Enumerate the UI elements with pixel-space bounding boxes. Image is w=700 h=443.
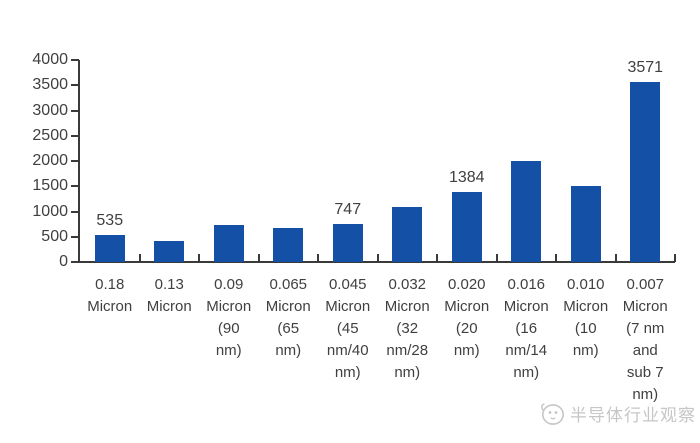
- x-category-label-line: Micron: [622, 298, 668, 315]
- x-category-label-line: 0.020: [447, 276, 486, 293]
- y-tick: [71, 59, 79, 61]
- x-category-label-line: Micron: [503, 298, 549, 315]
- bar-value-label: 1384: [448, 169, 485, 187]
- x-category-label: 0.13 Micron: [138, 274, 202, 318]
- y-tick-label: 1500: [32, 177, 68, 195]
- x-category-label-line: (32: [396, 320, 419, 337]
- x-category-label-line: nm/40: [326, 342, 369, 359]
- y-tick-label: 500: [41, 227, 68, 245]
- y-tick-label: 3000: [32, 101, 68, 119]
- y-tick: [71, 261, 79, 263]
- x-category-label-line: Micron: [325, 298, 371, 315]
- y-tick: [71, 134, 79, 137]
- x-category-label: 0.007 Micron (7 nm and sub 7 nm): [614, 274, 678, 406]
- x-boundary-tick: [495, 254, 498, 262]
- y-tick: [71, 109, 79, 112]
- y-axis-line: [78, 60, 80, 263]
- x-category-label-line: nm): [572, 342, 599, 359]
- x-category-label-line: nm/28: [386, 342, 429, 359]
- x-axis-line: [78, 261, 675, 263]
- bar: [213, 225, 244, 262]
- watermark: 半导体行业观察: [538, 401, 696, 426]
- y-tick-label: 3500: [32, 76, 68, 94]
- y-tick: [71, 235, 79, 238]
- x-category-label-line: (7 nm: [626, 320, 665, 337]
- bar: [392, 206, 423, 262]
- x-category-label-line: Micron: [384, 298, 430, 315]
- x-category-label-line: Micron: [146, 298, 192, 315]
- x-category-label: 0.045 Micron (45 nm/40 nm): [316, 274, 380, 384]
- x-category-label-line: (20: [455, 320, 478, 337]
- x-category-label-line: Micron: [265, 298, 311, 315]
- panda-mascot-logo-icon: [541, 403, 564, 425]
- x-boundary-tick: [257, 254, 260, 262]
- x-category-label-line: sub 7: [626, 364, 664, 381]
- x-category-label-line: Micron: [563, 298, 609, 315]
- bar: [570, 186, 601, 262]
- x-category-label-line: (45: [336, 320, 359, 337]
- x-category-label: 0.020 Micron (20 nm): [435, 274, 499, 362]
- x-category-label-line: nm): [453, 342, 480, 359]
- x-category-label: 0.065 Micron (65 nm): [257, 274, 321, 362]
- bar-value-label: 747: [334, 201, 362, 219]
- x-category-label-line: nm): [334, 364, 361, 381]
- x-category-label-line: 0.016: [507, 276, 546, 293]
- y-tick: [71, 210, 79, 213]
- x-boundary-tick: [555, 254, 557, 262]
- x-category-label-line: Micron: [206, 298, 252, 315]
- x-category-label-line: Micron: [87, 298, 133, 315]
- x-category-label: 0.016 Micron (16 nm/14 nm): [495, 274, 559, 384]
- x-category-label: 0.09 Micron (90 nm): [197, 274, 261, 362]
- x-boundary-tick: [614, 254, 617, 262]
- x-boundary-tick: [317, 254, 319, 262]
- x-category-label-line: and: [632, 342, 658, 359]
- bar-value-label: 3571: [627, 58, 664, 76]
- x-category-label-line: nm): [275, 342, 302, 359]
- bar: [154, 240, 185, 262]
- x-boundary-tick: [198, 254, 200, 262]
- y-tick-label: 0: [59, 253, 68, 270]
- x-category-label-line: (10: [574, 320, 597, 337]
- y-tick-label: 1000: [32, 202, 68, 220]
- x-category-label-line: nm): [632, 386, 659, 403]
- bar: [94, 234, 125, 262]
- bar: [273, 228, 304, 262]
- y-tick-label: 2500: [32, 126, 68, 144]
- y-tick-label: 4000: [32, 51, 68, 68]
- x-category-label: 0.18 Micron: [78, 274, 142, 318]
- y-tick: [71, 84, 79, 87]
- x-category-label-line: nm): [215, 342, 242, 359]
- x-category-label-line: nm/14: [505, 342, 548, 359]
- bar: [630, 81, 661, 262]
- x-category-label-line: 0.065: [269, 276, 308, 293]
- x-category-label-line: (65: [277, 320, 300, 337]
- x-category-label-line: 0.032: [388, 276, 427, 293]
- x-boundary-tick: [436, 254, 438, 262]
- x-boundary-tick: [674, 254, 676, 262]
- bar: [511, 161, 542, 262]
- x-category-label-line: 0.13: [154, 276, 184, 293]
- x-category-label: 0.032 Micron (32 nm/28 nm): [376, 274, 440, 384]
- y-tick: [71, 185, 79, 188]
- x-category-label-line: 0.18: [95, 276, 125, 293]
- x-boundary-tick: [376, 254, 379, 262]
- x-category-label-line: nm): [394, 364, 421, 381]
- bar: [451, 192, 482, 262]
- watermark-text: 半导体行业观察: [570, 406, 696, 425]
- x-category-label: 0.010 Micron (10 nm): [554, 274, 618, 362]
- x-boundary-tick: [138, 254, 141, 262]
- x-category-label-line: Micron: [444, 298, 490, 315]
- x-category-label-line: 0.045: [328, 276, 367, 293]
- y-tick-label: 2000: [32, 152, 68, 169]
- bar: [332, 224, 363, 262]
- x-category-label-line: 0.007: [626, 276, 665, 293]
- x-category-label-line: nm): [513, 364, 540, 381]
- x-category-label-line: (90: [217, 320, 240, 337]
- x-category-label-line: (16: [515, 320, 538, 337]
- x-category-label-line: 0.09: [214, 276, 244, 293]
- y-tick: [71, 160, 79, 162]
- x-category-label-line: 0.010: [566, 276, 605, 293]
- bar-value-label: 535: [96, 211, 124, 229]
